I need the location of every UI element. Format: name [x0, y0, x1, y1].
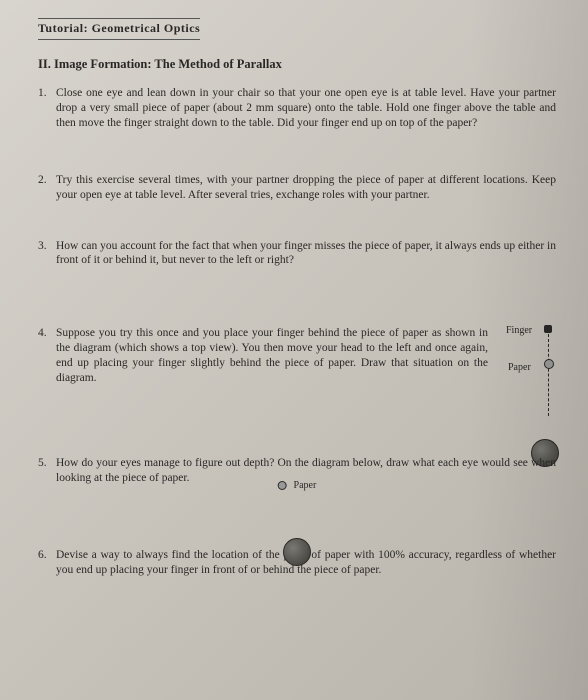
question-text: How can you account for the fact that wh… [56, 239, 556, 269]
question-text: Close one eye and lean down in your chai… [56, 86, 556, 131]
question-text: Try this exercise several times, with yo… [56, 173, 556, 203]
paper-label: Paper [294, 480, 317, 491]
question-number: 4. [38, 326, 56, 386]
finger-marker [544, 325, 552, 333]
question-text: Suppose you try this once and you place … [56, 326, 556, 386]
header-fragment: Tutorial: Geometrical Optics [38, 18, 200, 40]
question-4: 4. Suppose you try this once and you pla… [38, 326, 556, 386]
question-number: 5. [38, 456, 56, 486]
question-1: 1. Close one eye and lean down in your c… [38, 86, 556, 131]
eye-circle [283, 538, 311, 566]
question-number: 6. [38, 548, 56, 578]
paper-label: Paper [508, 361, 531, 374]
question-number: 2. [38, 173, 56, 203]
question-3: 3. How can you account for the fact that… [38, 239, 556, 269]
diagram-q5: Paper [278, 478, 317, 493]
paper-marker [544, 359, 554, 369]
paper-marker [278, 481, 287, 490]
question-number: 1. [38, 86, 56, 131]
diagram-q4: Finger Paper [506, 324, 564, 474]
question-2: 2. Try this exercise several times, with… [38, 173, 556, 203]
finger-label: Finger [506, 324, 532, 337]
question-number: 3. [38, 239, 56, 269]
question-5: 5. How do your eyes manage to figure out… [38, 456, 556, 486]
dashed-line [548, 334, 549, 416]
section-title: II. Image Formation: The Method of Paral… [38, 56, 556, 72]
